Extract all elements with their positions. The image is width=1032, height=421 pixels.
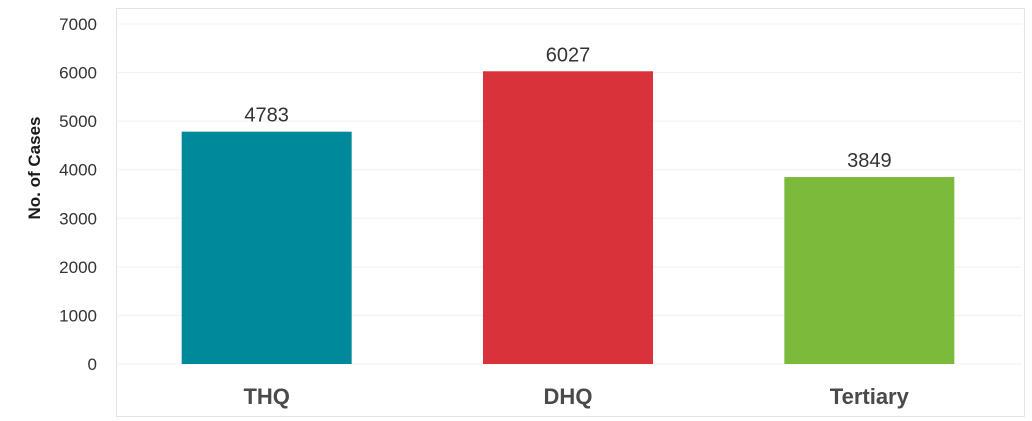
data-label-dhq: 6027 (546, 44, 591, 66)
y-axis-ticks: 0 1000 2000 3000 4000 5000 6000 7000 (59, 15, 97, 374)
y-axis-title: No. of Cases (25, 117, 44, 220)
y-tick-label: 1000 (59, 306, 97, 325)
category-label-tertiary: Tertiary (830, 384, 910, 409)
y-tick-label: 6000 (59, 64, 97, 83)
bars (181, 71, 955, 364)
y-tick-label: 4000 (59, 161, 97, 180)
plot-frame (116, 8, 1025, 417)
data-labels: 4783 6027 3849 (244, 44, 891, 172)
bar-tertiary (784, 177, 955, 364)
y-tick-label: 3000 (59, 209, 97, 228)
y-tick-label: 7000 (59, 15, 97, 34)
x-axis-categories: THQ DHQ Tertiary (243, 384, 909, 409)
y-tick-label: 5000 (59, 112, 97, 131)
category-label-dhq: DHQ (544, 384, 593, 409)
y-tick-label: 0 (88, 355, 97, 374)
bar-dhq (483, 71, 653, 364)
category-label-thq: THQ (243, 384, 289, 409)
y-tick-label: 2000 (59, 258, 97, 277)
bar-thq (181, 131, 352, 364)
data-label-tertiary: 3849 (847, 150, 892, 172)
data-label-thq: 4783 (244, 105, 289, 127)
